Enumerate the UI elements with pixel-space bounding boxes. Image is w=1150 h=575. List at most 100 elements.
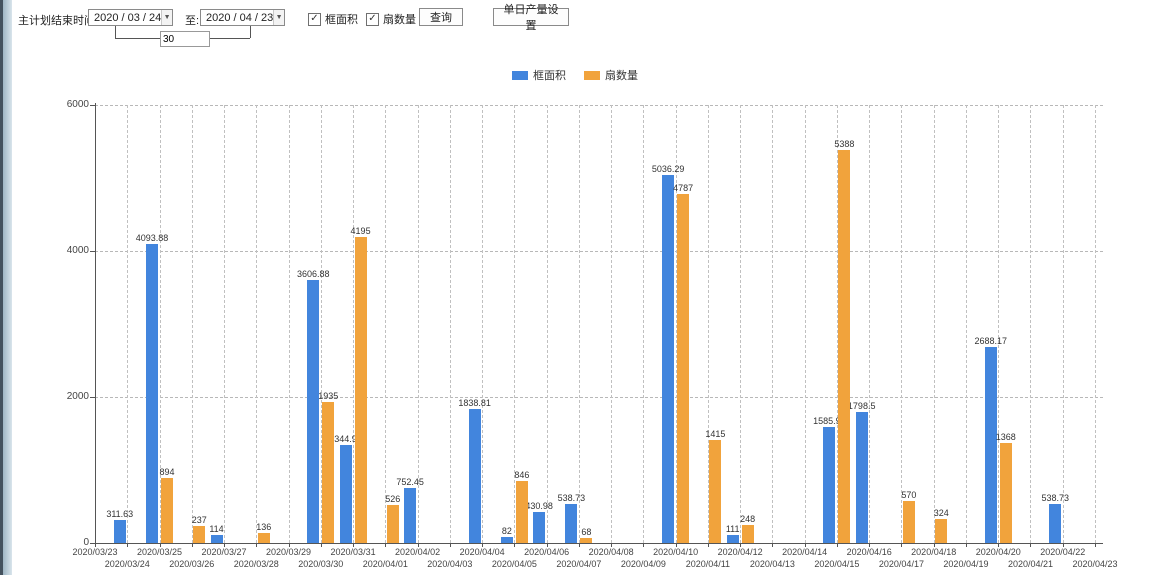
x-axis-tick: [1095, 543, 1096, 547]
x-axis-tick: [707, 543, 709, 547]
bar: [902, 501, 915, 543]
bar: [741, 524, 754, 543]
v-gridline: [836, 105, 838, 543]
x-axis: [95, 543, 1103, 544]
connector-line: [250, 26, 251, 38]
checkbox-checked-icon: ✓: [308, 12, 321, 26]
x-axis-tick: [546, 543, 548, 547]
x-axis-tick: [740, 543, 742, 547]
date-to-value: 2020 / 04 / 23: [206, 11, 274, 24]
x-axis-label: 2020/04/06: [524, 547, 570, 557]
x-axis-label: 2020/03/27: [201, 547, 247, 557]
y-axis-tick: [90, 105, 95, 106]
bar-value-label: 1838.81: [458, 397, 491, 408]
h-gridline: [95, 251, 1103, 252]
bar: [113, 520, 126, 543]
bar: [999, 443, 1012, 543]
x-axis-label: 2020/04/12: [717, 547, 763, 557]
v-gridline: [224, 105, 226, 543]
v-gridline: [933, 105, 935, 543]
v-gridline: [353, 105, 355, 543]
legend-swatch-icon: [512, 70, 528, 80]
v-gridline: [320, 105, 322, 543]
x-axis-tick: [804, 543, 806, 547]
x-axis-label: 2020/04/20: [975, 547, 1021, 557]
bar: [662, 175, 675, 543]
v-gridline: [869, 105, 871, 543]
v-gridline: [127, 105, 129, 543]
x-axis-tick: [998, 543, 1000, 547]
chart-legend: 框面积 扇数量: [512, 67, 638, 83]
checkbox-frame-area[interactable]: ✓ 框面积: [308, 11, 358, 27]
bar: [726, 534, 739, 543]
x-axis-label: 2020/03/28: [233, 559, 279, 569]
bar-value-label: 1585.96: [813, 416, 846, 427]
x-axis-label: 2020/03/29: [266, 547, 312, 557]
x-axis-label: 2020/04/15: [814, 559, 860, 569]
x-axis-label: 2020/04/02: [395, 547, 441, 557]
bar: [709, 439, 722, 543]
bar: [468, 408, 481, 543]
bar: [984, 346, 997, 543]
date-to-picker[interactable]: 2020 / 04 / 23 ▼: [200, 9, 285, 26]
bar: [354, 236, 367, 543]
x-axis-tick: [256, 543, 258, 547]
bar-value-label: 311.63: [106, 509, 134, 520]
v-gridline: [256, 105, 258, 543]
v-gridline: [675, 105, 677, 543]
v-gridline: [643, 105, 645, 543]
bar-value-label: 248: [740, 513, 756, 524]
x-axis-tick: [869, 543, 871, 547]
chevron-down-icon[interactable]: ▼: [273, 10, 284, 25]
v-gridline: [772, 105, 774, 543]
v-gridline: [449, 105, 451, 543]
x-axis-label: 2020/03/31: [330, 547, 376, 557]
bar-value-label: 4093.88: [135, 233, 169, 244]
bar: [210, 534, 223, 543]
x-axis-tick: [159, 543, 161, 547]
bar: [677, 193, 690, 543]
legend-item: 框面积: [512, 67, 566, 83]
interval-days-input[interactable]: [160, 31, 210, 47]
x-axis-tick: [353, 543, 355, 547]
x-axis-label: 2020/03/30: [298, 559, 344, 569]
checkbox-fan-count[interactable]: ✓ 扇数量: [366, 11, 416, 27]
x-axis-tick: [224, 543, 226, 547]
x-axis-label: 2020/03/23: [72, 547, 118, 557]
x-axis-label: 2020/04/01: [362, 559, 408, 569]
connector-line: [115, 26, 116, 38]
x-axis-tick: [385, 543, 387, 547]
x-axis-tick: [482, 543, 484, 547]
chevron-down-icon[interactable]: ▼: [161, 10, 172, 25]
bar: [823, 427, 836, 543]
x-axis-label: 2020/04/05: [491, 559, 537, 569]
bar-value-label: 1368: [995, 432, 1016, 443]
date-from-picker[interactable]: 2020 / 03 / 24 ▼: [88, 9, 173, 26]
y-axis-label: 0: [83, 537, 89, 548]
checkbox-checked-icon: ✓: [366, 12, 379, 26]
bar-value-label: 111: [725, 523, 740, 534]
x-axis-tick: [675, 543, 677, 547]
bar-value-label: 538.73: [557, 492, 586, 503]
v-gridline: [1095, 105, 1096, 543]
plan-end-label: 主计划结束时间:: [18, 15, 99, 27]
x-axis-tick: [191, 543, 193, 547]
x-axis-label: 2020/04/03: [427, 559, 473, 569]
x-axis-label: 2020/04/17: [878, 559, 924, 569]
bar-value-label: 526: [385, 493, 401, 504]
query-button[interactable]: 查询: [419, 8, 463, 26]
v-gridline: [288, 105, 290, 543]
bar: [386, 504, 399, 543]
y-axis-tick: [90, 397, 95, 398]
bar: [935, 519, 948, 543]
legend-label: 框面积: [533, 70, 566, 82]
bar-value-label: 894: [159, 466, 175, 477]
v-gridline: [804, 105, 806, 543]
bar: [1049, 503, 1062, 543]
x-axis-label: 2020/04/19: [943, 559, 989, 569]
v-gridline: [611, 105, 613, 543]
bar: [515, 481, 528, 543]
bar-value-label: 114: [209, 523, 224, 534]
legend-swatch-icon: [584, 70, 600, 80]
v-gridline: [417, 105, 419, 543]
